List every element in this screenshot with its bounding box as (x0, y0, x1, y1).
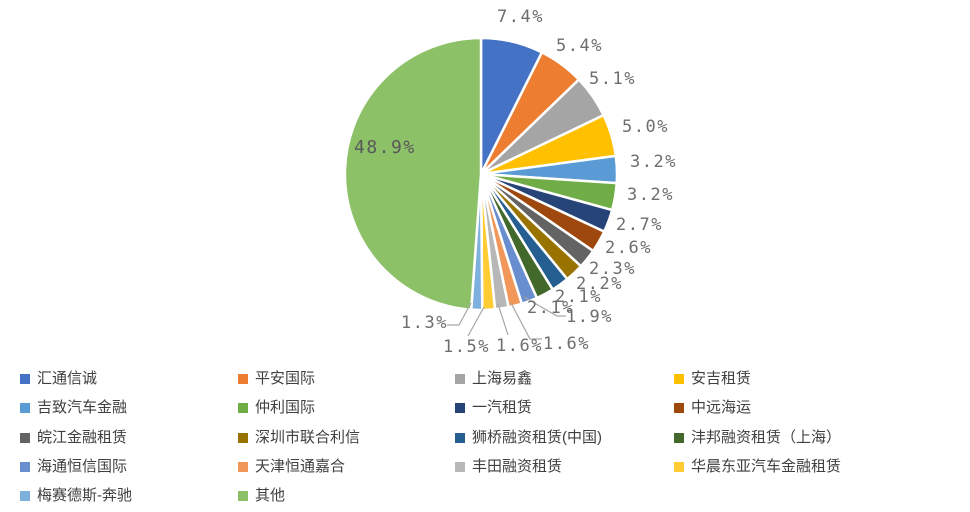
legend-label: 丰田融资租赁 (472, 458, 563, 475)
legend-swatch-icon (20, 432, 30, 443)
legend-item-12: 海通恒信国际 (20, 459, 127, 474)
legend-swatch-icon (674, 402, 684, 413)
legend-swatch-icon (238, 490, 248, 501)
legend-label: 其他 (255, 487, 286, 504)
legend-label: 狮桥融资租赁(中国) (472, 429, 602, 446)
legend-label: 仲利国际 (255, 399, 316, 416)
leader-line-2 (497, 303, 509, 336)
data-label-0: 7.4% (497, 7, 544, 27)
legend-swatch-icon (238, 402, 248, 413)
legend-label: 中远海运 (691, 399, 752, 416)
legend-item-1: 平安国际 (238, 371, 315, 386)
data-label-12: 1.9% (566, 307, 613, 327)
legend-label: 天津恒通嘉合 (255, 458, 346, 475)
data-label-1: 5.4% (556, 36, 603, 56)
legend-item-13: 天津恒通嘉合 (238, 459, 345, 474)
legend-label: 一汽租赁 (472, 399, 533, 416)
legend-swatch-icon (20, 490, 30, 501)
data-label-15: 1.5% (443, 337, 490, 357)
legend-swatch-icon (20, 402, 30, 413)
legend-swatch-icon (674, 461, 684, 472)
legend-item-16: 梅赛德斯-奔驰 (20, 488, 132, 503)
legend-item-17: 其他 (238, 488, 285, 503)
legend-label: 平安国际 (255, 370, 316, 387)
data-label-6: 2.7% (616, 215, 663, 235)
legend-swatch-icon (674, 373, 684, 384)
legend-item-0: 汇通信诚 (20, 371, 97, 386)
legend-label: 上海易鑫 (472, 370, 533, 387)
pie-slice-17 (343, 36, 483, 311)
legend-item-15: 华晨东亚汽车金融租赁 (674, 459, 841, 474)
legend-item-10: 狮桥融资租赁(中国) (455, 430, 602, 445)
legend-label: 海通恒信国际 (37, 458, 128, 475)
legend-label: 汇通信诚 (37, 370, 98, 387)
legend-swatch-icon (20, 373, 30, 384)
legend-label: 皖江金融租赁 (37, 429, 128, 446)
legend-swatch-icon (455, 432, 465, 443)
legend-item-14: 丰田融资租赁 (455, 459, 562, 474)
legend-swatch-icon (455, 402, 465, 413)
legend-swatch-icon (238, 432, 248, 443)
legend-item-5: 仲利国际 (238, 400, 315, 415)
legend-item-3: 安吉租赁 (674, 371, 751, 386)
legend-swatch-icon (455, 373, 465, 384)
legend-item-6: 一汽租赁 (455, 400, 532, 415)
legend-item-9: 深圳市联合利信 (238, 430, 360, 445)
data-label-9: 2.2% (576, 274, 623, 294)
data-label-7: 2.6% (605, 238, 652, 258)
legend-item-7: 中远海运 (674, 400, 751, 415)
data-label-10: 2.1% (555, 287, 602, 307)
data-label-5: 3.2% (627, 185, 674, 205)
data-label-17: 48.9% (354, 137, 416, 158)
data-label-11: 2.1% (527, 298, 574, 318)
legend-item-2: 上海易鑫 (455, 371, 532, 386)
legend-label: 深圳市联合利信 (255, 429, 361, 446)
legend-item-11: 沣邦融资租赁（上海） (674, 430, 841, 445)
data-label-13: 1.6% (543, 334, 590, 354)
data-label-3: 5.0% (622, 117, 669, 137)
legend-label: 吉致汽车金融 (37, 399, 128, 416)
data-label-2: 5.1% (589, 69, 636, 89)
data-label-8: 2.3% (589, 259, 636, 279)
legend-label: 安吉租赁 (691, 370, 752, 387)
legend-swatch-icon (455, 461, 465, 472)
leader-line-0 (447, 302, 472, 326)
legend-label: 梅赛德斯-奔驰 (37, 487, 132, 504)
legend-item-4: 吉致汽车金融 (20, 400, 127, 415)
leader-line-3 (510, 302, 542, 340)
legend-label: 沣邦融资租赁（上海） (691, 429, 842, 446)
legend-label: 华晨东亚汽车金融租赁 (691, 458, 842, 475)
legend-item-8: 皖江金融租赁 (20, 430, 127, 445)
legend-swatch-icon (238, 461, 248, 472)
data-label-4: 3.2% (630, 152, 677, 172)
data-label-16: 1.3% (401, 313, 448, 333)
legend-swatch-icon (674, 432, 684, 443)
legend-swatch-icon (238, 373, 248, 384)
data-label-14: 1.6% (496, 336, 543, 356)
leader-line-4 (523, 296, 566, 317)
legend-swatch-icon (20, 461, 30, 472)
leader-line-1 (467, 306, 485, 337)
